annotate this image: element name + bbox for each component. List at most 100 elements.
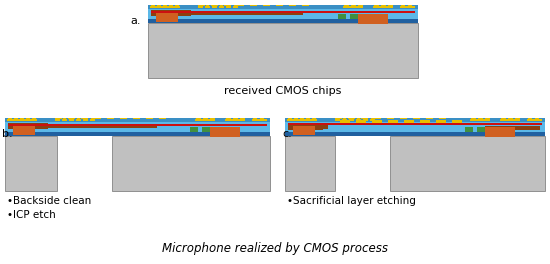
Bar: [237, 5, 244, 6]
Bar: [68, 118, 75, 119]
Bar: [206, 5, 209, 6]
Bar: [485, 126, 540, 130]
Bar: [250, 5, 257, 6]
Bar: [370, 119, 375, 121]
Bar: [312, 118, 316, 119]
Bar: [210, 118, 215, 119]
Bar: [388, 120, 398, 123]
Bar: [81, 118, 88, 119]
Bar: [159, 118, 166, 119]
Bar: [471, 118, 476, 119]
Bar: [133, 118, 140, 119]
Bar: [400, 6, 415, 8]
Bar: [13, 126, 35, 135]
Bar: [20, 118, 24, 119]
Bar: [252, 119, 267, 121]
Bar: [188, 12, 303, 15]
Bar: [342, 119, 347, 121]
Bar: [293, 126, 315, 135]
Bar: [413, 118, 420, 119]
Bar: [211, 5, 218, 6]
Bar: [5, 132, 270, 136]
Bar: [8, 124, 267, 126]
Bar: [163, 5, 167, 6]
Bar: [233, 6, 238, 8]
Bar: [213, 5, 216, 6]
Bar: [373, 6, 393, 8]
Bar: [5, 122, 270, 132]
Bar: [234, 5, 237, 6]
Bar: [212, 6, 217, 8]
Bar: [14, 118, 18, 119]
Bar: [151, 10, 191, 16]
Bar: [199, 5, 202, 6]
Bar: [5, 136, 57, 191]
Bar: [76, 119, 81, 121]
Bar: [349, 119, 354, 121]
Bar: [210, 127, 240, 137]
Bar: [151, 11, 415, 13]
Bar: [156, 13, 178, 22]
Bar: [285, 122, 545, 132]
Bar: [374, 5, 379, 6]
Bar: [338, 14, 346, 19]
Bar: [465, 127, 473, 132]
Bar: [151, 5, 155, 6]
Bar: [8, 123, 48, 129]
Bar: [8, 123, 48, 129]
Bar: [306, 118, 310, 119]
Bar: [77, 118, 80, 119]
Bar: [32, 118, 36, 119]
Bar: [485, 127, 515, 137]
Bar: [381, 5, 386, 6]
Bar: [150, 6, 180, 8]
Bar: [439, 118, 446, 119]
Bar: [356, 119, 361, 121]
Bar: [227, 5, 230, 6]
Bar: [276, 5, 283, 6]
Bar: [408, 5, 412, 6]
Bar: [390, 136, 545, 191]
Bar: [56, 118, 59, 119]
Bar: [344, 5, 349, 6]
Bar: [287, 119, 317, 121]
Bar: [400, 118, 407, 119]
Bar: [226, 6, 231, 8]
Bar: [500, 119, 520, 121]
Bar: [371, 118, 374, 119]
Bar: [426, 118, 433, 119]
Bar: [351, 5, 356, 6]
Bar: [340, 120, 350, 123]
Bar: [289, 5, 296, 6]
Bar: [146, 118, 153, 119]
Bar: [63, 118, 66, 119]
Bar: [190, 127, 198, 132]
Bar: [470, 119, 490, 121]
Bar: [420, 120, 430, 123]
Bar: [374, 118, 381, 119]
Bar: [535, 118, 539, 119]
Bar: [501, 118, 506, 119]
Text: a.: a.: [130, 16, 140, 26]
Bar: [148, 23, 418, 78]
Text: •Backside clean
•ICP etch: •Backside clean •ICP etch: [7, 196, 91, 220]
Bar: [288, 123, 542, 125]
Bar: [401, 5, 405, 6]
Bar: [175, 5, 179, 6]
Bar: [387, 118, 394, 119]
Bar: [358, 5, 363, 6]
Text: received CMOS chips: received CMOS chips: [224, 86, 342, 96]
Bar: [335, 119, 340, 121]
Bar: [263, 5, 270, 6]
Bar: [70, 118, 73, 119]
Bar: [91, 118, 94, 119]
Bar: [288, 118, 292, 119]
Bar: [62, 119, 67, 121]
Bar: [94, 118, 101, 119]
Bar: [55, 118, 62, 119]
Bar: [361, 118, 368, 119]
Bar: [8, 118, 12, 119]
Bar: [436, 120, 446, 123]
Bar: [45, 125, 157, 128]
Bar: [84, 118, 87, 119]
